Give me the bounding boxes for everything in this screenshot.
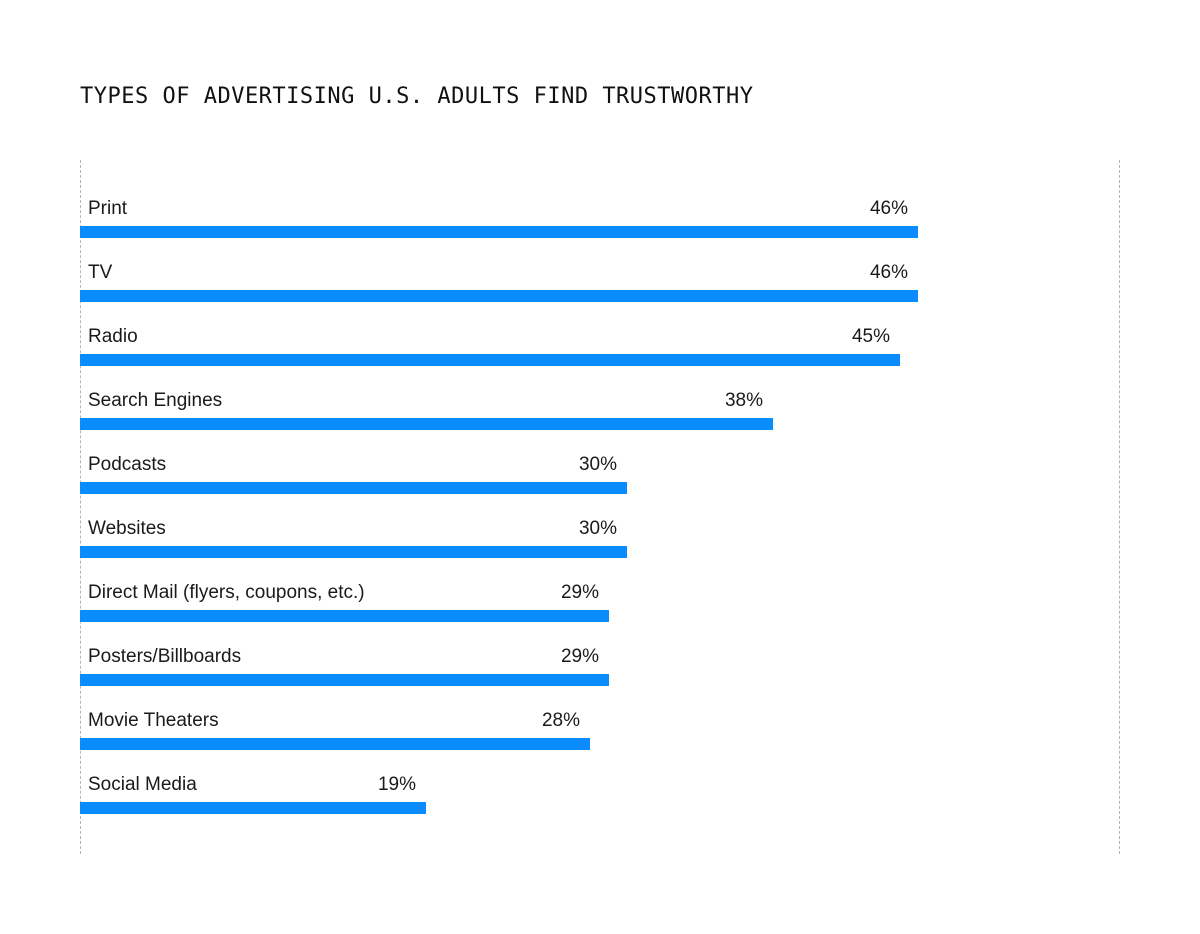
bar-row: Direct Mail (flyers, coupons, etc.) 29% xyxy=(0,582,1200,626)
bar xyxy=(80,290,918,302)
bar-value-label: 19% xyxy=(377,774,416,795)
bar xyxy=(80,418,773,430)
bar-row: Websites 30% xyxy=(0,518,1200,562)
bar-category-label: Search Engines xyxy=(88,390,223,411)
left-guide-line xyxy=(80,160,81,854)
bar-value-label: 45% xyxy=(851,326,890,347)
bar-row: Movie Theaters 28% xyxy=(0,710,1200,754)
bar-category-label: Social Media xyxy=(88,774,197,795)
bar-value-label: 29% xyxy=(560,582,599,603)
bar-category-label: TV xyxy=(88,262,113,283)
chart-title: TYPES OF ADVERTISING U.S. ADULTS FIND TR… xyxy=(80,84,754,109)
bar xyxy=(80,226,918,238)
bar-row: Podcasts 30% xyxy=(0,454,1200,498)
bar-row: Posters/Billboards 29% xyxy=(0,646,1200,690)
bar xyxy=(80,354,900,366)
bar-row: Radio 45% xyxy=(0,326,1200,370)
bar-value-label: 29% xyxy=(560,646,599,667)
bar-category-label: Websites xyxy=(88,518,166,539)
bar-value-label: 28% xyxy=(541,710,580,731)
bar xyxy=(80,738,590,750)
bar-row: Print 46% xyxy=(0,198,1200,242)
bar-value-label: 46% xyxy=(869,262,908,283)
bar-value-label: 30% xyxy=(578,518,617,539)
right-guide-line xyxy=(1119,160,1120,854)
bar xyxy=(80,802,426,814)
bar-row: Search Engines 38% xyxy=(0,390,1200,434)
bar-category-label: Print xyxy=(88,198,128,219)
bar-value-label: 46% xyxy=(869,198,908,219)
bar-category-label: Podcasts xyxy=(88,454,167,475)
bar-value-label: 30% xyxy=(578,454,617,475)
bar xyxy=(80,674,609,686)
bar xyxy=(80,546,627,558)
bar xyxy=(80,610,609,622)
bar-row: TV 46% xyxy=(0,262,1200,306)
bar xyxy=(80,482,627,494)
bar-category-label: Radio xyxy=(88,326,138,347)
bar-row: Social Media 19% xyxy=(0,774,1200,818)
bar-category-label: Direct Mail (flyers, coupons, etc.) xyxy=(88,582,365,603)
bar-category-label: Posters/Billboards xyxy=(88,646,242,667)
bar-value-label: 38% xyxy=(724,390,763,411)
bar-category-label: Movie Theaters xyxy=(88,710,219,731)
